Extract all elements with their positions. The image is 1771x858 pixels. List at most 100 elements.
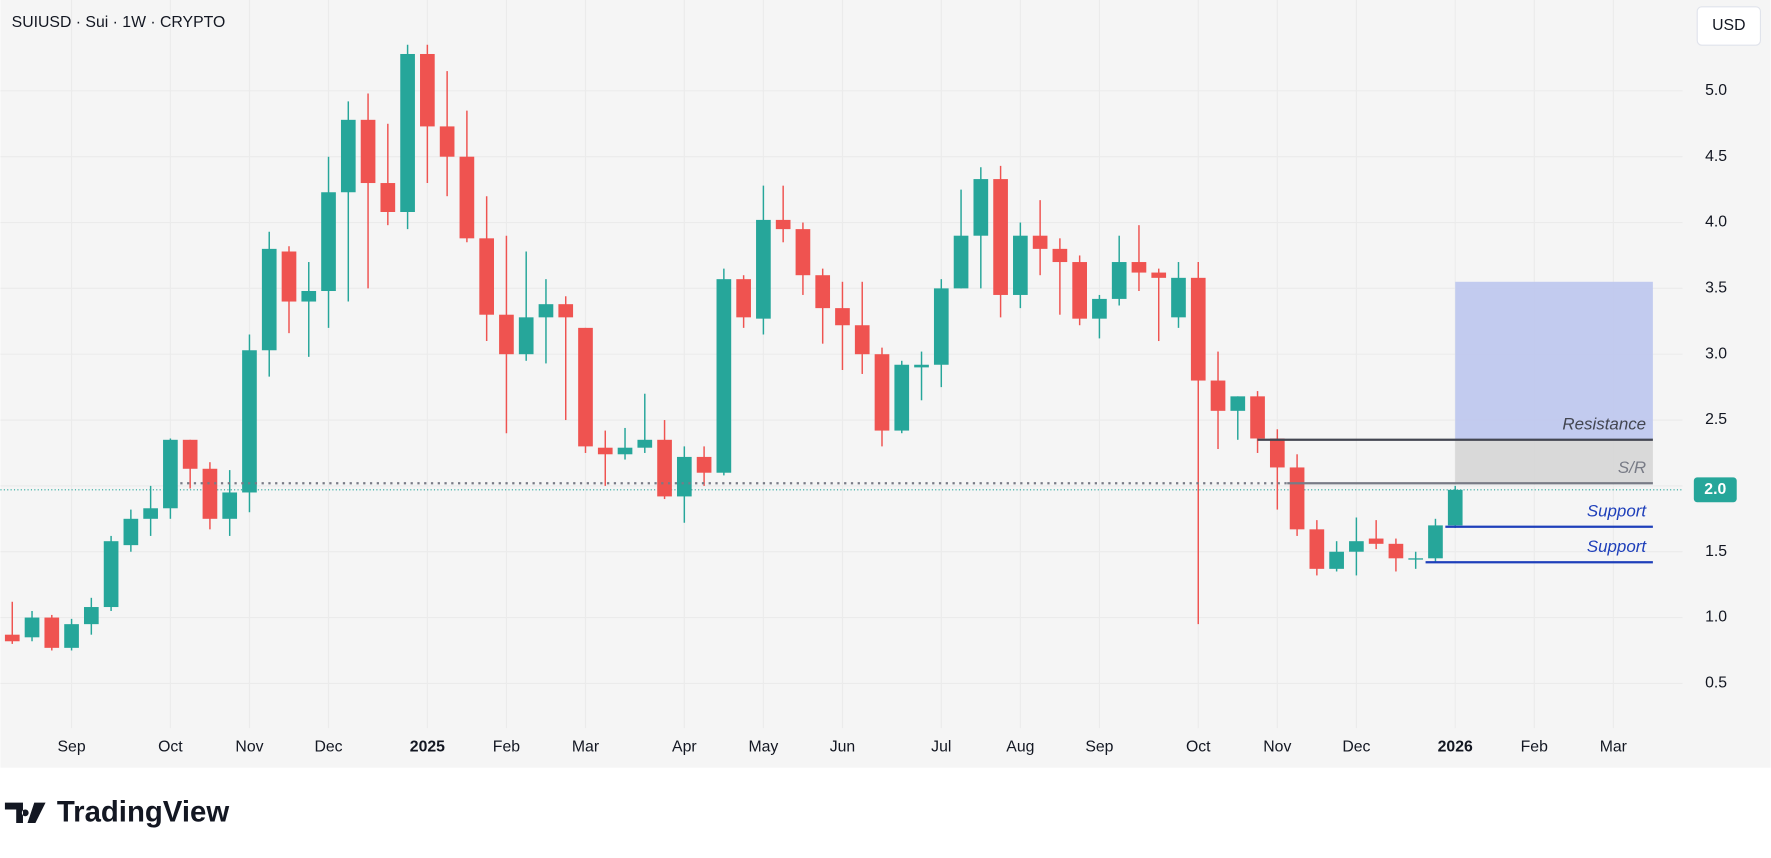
candle-body [44, 617, 60, 648]
candle-body [1171, 277, 1186, 318]
candle-body [1111, 262, 1127, 299]
zone [1455, 281, 1653, 440]
x-tick-label: Oct [1186, 739, 1211, 756]
candle-body [1329, 551, 1344, 569]
candle-body [1072, 262, 1087, 319]
candle-body [1210, 380, 1226, 411]
candle-body [1190, 277, 1206, 381]
candle-body [874, 354, 890, 431]
candle-body [894, 364, 910, 431]
candle-body [1408, 558, 1424, 560]
candle-body [756, 219, 771, 319]
candle-body [1151, 272, 1167, 278]
level-label: Support [1587, 501, 1648, 520]
level-label: Support [1587, 537, 1648, 556]
candle-body [123, 518, 139, 546]
candle-body [242, 350, 257, 493]
x-tick-label: Jul [931, 739, 951, 756]
candle-body [795, 229, 811, 276]
y-tick-label: 1.0 [1705, 609, 1727, 626]
candle-body [716, 279, 732, 473]
symbol-title: SUIUSD · Sui · 1W · CRYPTO [12, 14, 226, 31]
candle-body [637, 439, 653, 448]
x-tick-label: Feb [493, 739, 520, 756]
candle-body [64, 624, 79, 648]
candle-body [1428, 525, 1443, 559]
candle-body [24, 617, 40, 638]
candle-body [597, 447, 613, 455]
x-tick-label: Feb [1521, 739, 1548, 756]
candle-body [340, 119, 356, 193]
candle-body [775, 219, 791, 230]
candle-body [973, 179, 989, 236]
level-label: Resistance [1562, 415, 1646, 434]
candle-body [301, 291, 317, 302]
x-tick-label: Sep [58, 739, 86, 756]
candle-body [993, 179, 1008, 295]
candle-body [281, 251, 297, 302]
last-price-badge [1693, 477, 1737, 503]
candle-body [1032, 235, 1048, 249]
currency-button[interactable] [1696, 6, 1761, 46]
candle-body [321, 192, 336, 292]
candle-body [1250, 396, 1265, 439]
brand: TradingView [57, 796, 229, 829]
candle-body [578, 327, 593, 447]
candle-body [499, 314, 514, 355]
y-tick-label: 3.0 [1705, 345, 1727, 362]
candle-body [657, 439, 672, 497]
candle-body [459, 156, 475, 239]
x-tick-label: 2025 [410, 739, 445, 756]
x-tick-label: Dec [1342, 739, 1370, 756]
x-tick-label: Mar [1600, 739, 1627, 756]
x-tick-label: Dec [314, 739, 342, 756]
candle-body [400, 53, 415, 212]
candle-body [261, 248, 277, 351]
candle-body [182, 439, 198, 469]
logo-icon [4, 802, 46, 824]
x-tick-label: May [748, 739, 778, 756]
candle-body [1388, 543, 1404, 559]
candle-body [163, 439, 178, 509]
candle-body [696, 456, 712, 473]
candle-body [854, 325, 870, 355]
candle-body [815, 275, 831, 309]
x-tick-label: Nov [1263, 739, 1291, 756]
candle-body [202, 468, 218, 519]
x-tick-label: Oct [158, 739, 183, 756]
candle-body [83, 607, 99, 625]
candle-body [439, 126, 455, 157]
candle-body [953, 235, 969, 289]
candle-body [676, 456, 692, 497]
y-tick-label: 4.5 [1705, 148, 1727, 165]
candle-body [617, 447, 633, 455]
candle-body [1092, 298, 1107, 319]
x-tick-label: Apr [672, 739, 697, 756]
x-tick-label: Sep [1085, 739, 1113, 756]
candle-body [933, 288, 949, 365]
zone [1455, 439, 1653, 484]
candle-body [736, 279, 751, 318]
currency-label[interactable]: USD [1712, 17, 1745, 34]
candle-body [914, 364, 929, 368]
candle-body [835, 308, 850, 326]
candle-body [1230, 396, 1246, 411]
candle-body [1289, 467, 1305, 530]
candle-body [143, 508, 158, 519]
candle-body [420, 53, 435, 127]
candle-body [360, 119, 376, 184]
x-tick-label: Mar [572, 739, 599, 756]
candle-body [4, 634, 20, 642]
candle-body [518, 317, 534, 355]
candle-body [479, 238, 495, 315]
y-tick-label: 4.0 [1705, 214, 1727, 231]
x-tick-label: Jun [830, 739, 855, 756]
y-tick-label: 3.5 [1705, 280, 1727, 297]
y-tick-label: 2.5 [1705, 411, 1727, 428]
candle-body [1309, 529, 1325, 569]
candle-body [1052, 248, 1068, 263]
y-tick-label: 1.5 [1705, 543, 1727, 560]
last-price-label: 2.0 [1704, 481, 1726, 498]
candle-body [1269, 438, 1285, 468]
